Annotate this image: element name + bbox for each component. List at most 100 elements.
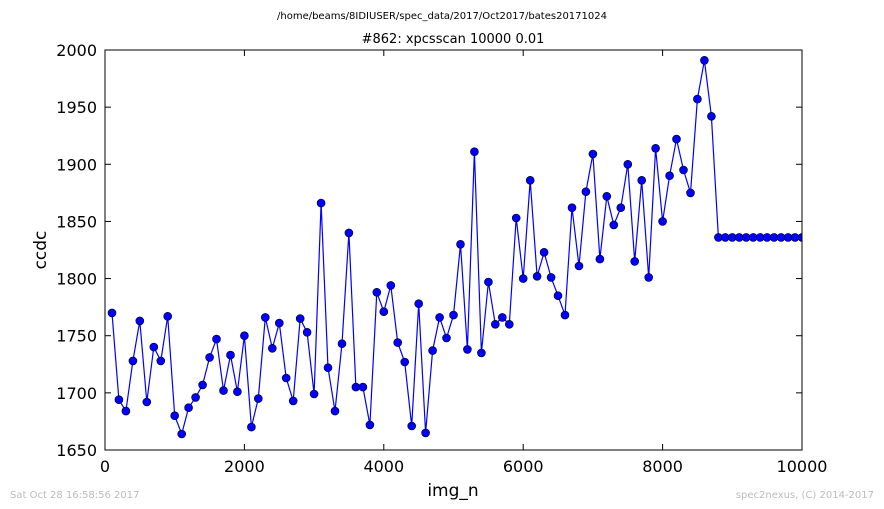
plot-area: 0 2000 4000 6000 8000 10000 1650 1700 1750 1800 18… [56, 41, 827, 476]
data-point [212, 334, 221, 344]
data-point [260, 313, 270, 322]
data-point [421, 428, 430, 438]
data-point [463, 345, 472, 354]
data-point [226, 350, 235, 360]
data-point [637, 176, 647, 185]
y-tick-label: 1650 [56, 441, 97, 460]
data-point [170, 411, 179, 421]
data-point [665, 171, 674, 180]
data-point [546, 273, 556, 282]
data-point [644, 273, 654, 282]
data-point [400, 357, 410, 367]
data-point [240, 331, 249, 341]
data-point [797, 233, 802, 242]
data-point [588, 149, 598, 159]
data-point [198, 380, 207, 390]
data-point [623, 160, 633, 169]
data-point [233, 387, 242, 397]
x-tick-label: 2000 [224, 457, 265, 476]
data-point [672, 134, 681, 144]
data-point [330, 406, 340, 416]
data-point [428, 346, 437, 355]
data-point [490, 319, 500, 329]
data-point [532, 271, 542, 281]
data-point [679, 165, 688, 175]
x-tick-label: 10000 [777, 457, 828, 476]
x-tick-label: 0 [100, 457, 110, 476]
data-point [651, 144, 660, 153]
data-point [658, 217, 667, 226]
data-point [274, 318, 284, 328]
axes-frame [104, 49, 803, 451]
data-point [372, 287, 382, 297]
data-point [142, 397, 152, 407]
data-point [435, 313, 444, 322]
data-point [518, 274, 528, 283]
data-point [253, 394, 263, 403]
data-point [365, 420, 375, 430]
y-tick-label: 1800 [56, 270, 97, 289]
x-axis-label: img_n [427, 481, 478, 501]
data-point [135, 316, 145, 326]
data-point [379, 307, 389, 317]
axis-ticks: 0 2000 4000 6000 8000 10000 1650 1700 1750 1800 18… [56, 41, 827, 476]
data-point [560, 310, 570, 320]
data-point [525, 176, 535, 185]
x-tick-label: 8000 [642, 457, 683, 476]
data-point [302, 327, 312, 337]
y-tick-label: 1950 [56, 98, 97, 117]
data-point [574, 261, 584, 271]
x-tick-label: 6000 [503, 457, 544, 476]
data-point [163, 311, 172, 321]
data-point [316, 198, 326, 208]
data-point [497, 313, 507, 322]
data-point [288, 396, 298, 406]
data-point [393, 338, 403, 347]
data-point [616, 203, 626, 212]
data-point [323, 363, 333, 373]
data-point [504, 319, 514, 329]
data-point [449, 310, 458, 320]
data-point [700, 55, 709, 65]
data-point [267, 343, 277, 353]
data-point [247, 422, 256, 432]
data-point [149, 342, 159, 352]
footer-credit: spec2nexus, (C) 2014-2017 [736, 490, 874, 501]
data-point [337, 339, 347, 349]
data-point [184, 403, 193, 413]
series-line [111, 60, 802, 436]
y-tick-label: 1750 [56, 327, 97, 346]
data-point [219, 386, 228, 395]
y-tick-label: 1850 [56, 212, 97, 231]
y-tick-label: 1700 [56, 384, 97, 403]
data-point [205, 353, 214, 362]
y-tick-label: 2000 [56, 41, 97, 60]
data-point [581, 187, 591, 196]
data-point [707, 112, 716, 121]
chart-title: #862: xpcsscan 10000 0.01 [362, 32, 545, 47]
data-point [107, 308, 117, 318]
x-tick-label: 4000 [363, 457, 404, 476]
data-point [456, 240, 465, 249]
series-ccdc [107, 55, 802, 439]
data-point [309, 389, 319, 399]
data-point [477, 348, 486, 358]
data-point [407, 421, 417, 431]
data-point [121, 406, 131, 416]
data-point [177, 429, 186, 439]
data-point [114, 395, 124, 405]
data-point [470, 147, 479, 156]
data-point [567, 203, 577, 212]
data-point [553, 291, 563, 301]
data-point [602, 192, 612, 201]
data-point [156, 356, 166, 366]
data-point [539, 248, 549, 257]
data-point [281, 373, 291, 383]
data-point [442, 333, 451, 343]
data-point [344, 228, 354, 238]
figure-suptitle: /home/beams/8IDIUSER/spec_data/2017/Oct2… [277, 11, 607, 22]
data-point [484, 277, 493, 287]
data-point [191, 393, 200, 402]
data-point [609, 220, 619, 230]
